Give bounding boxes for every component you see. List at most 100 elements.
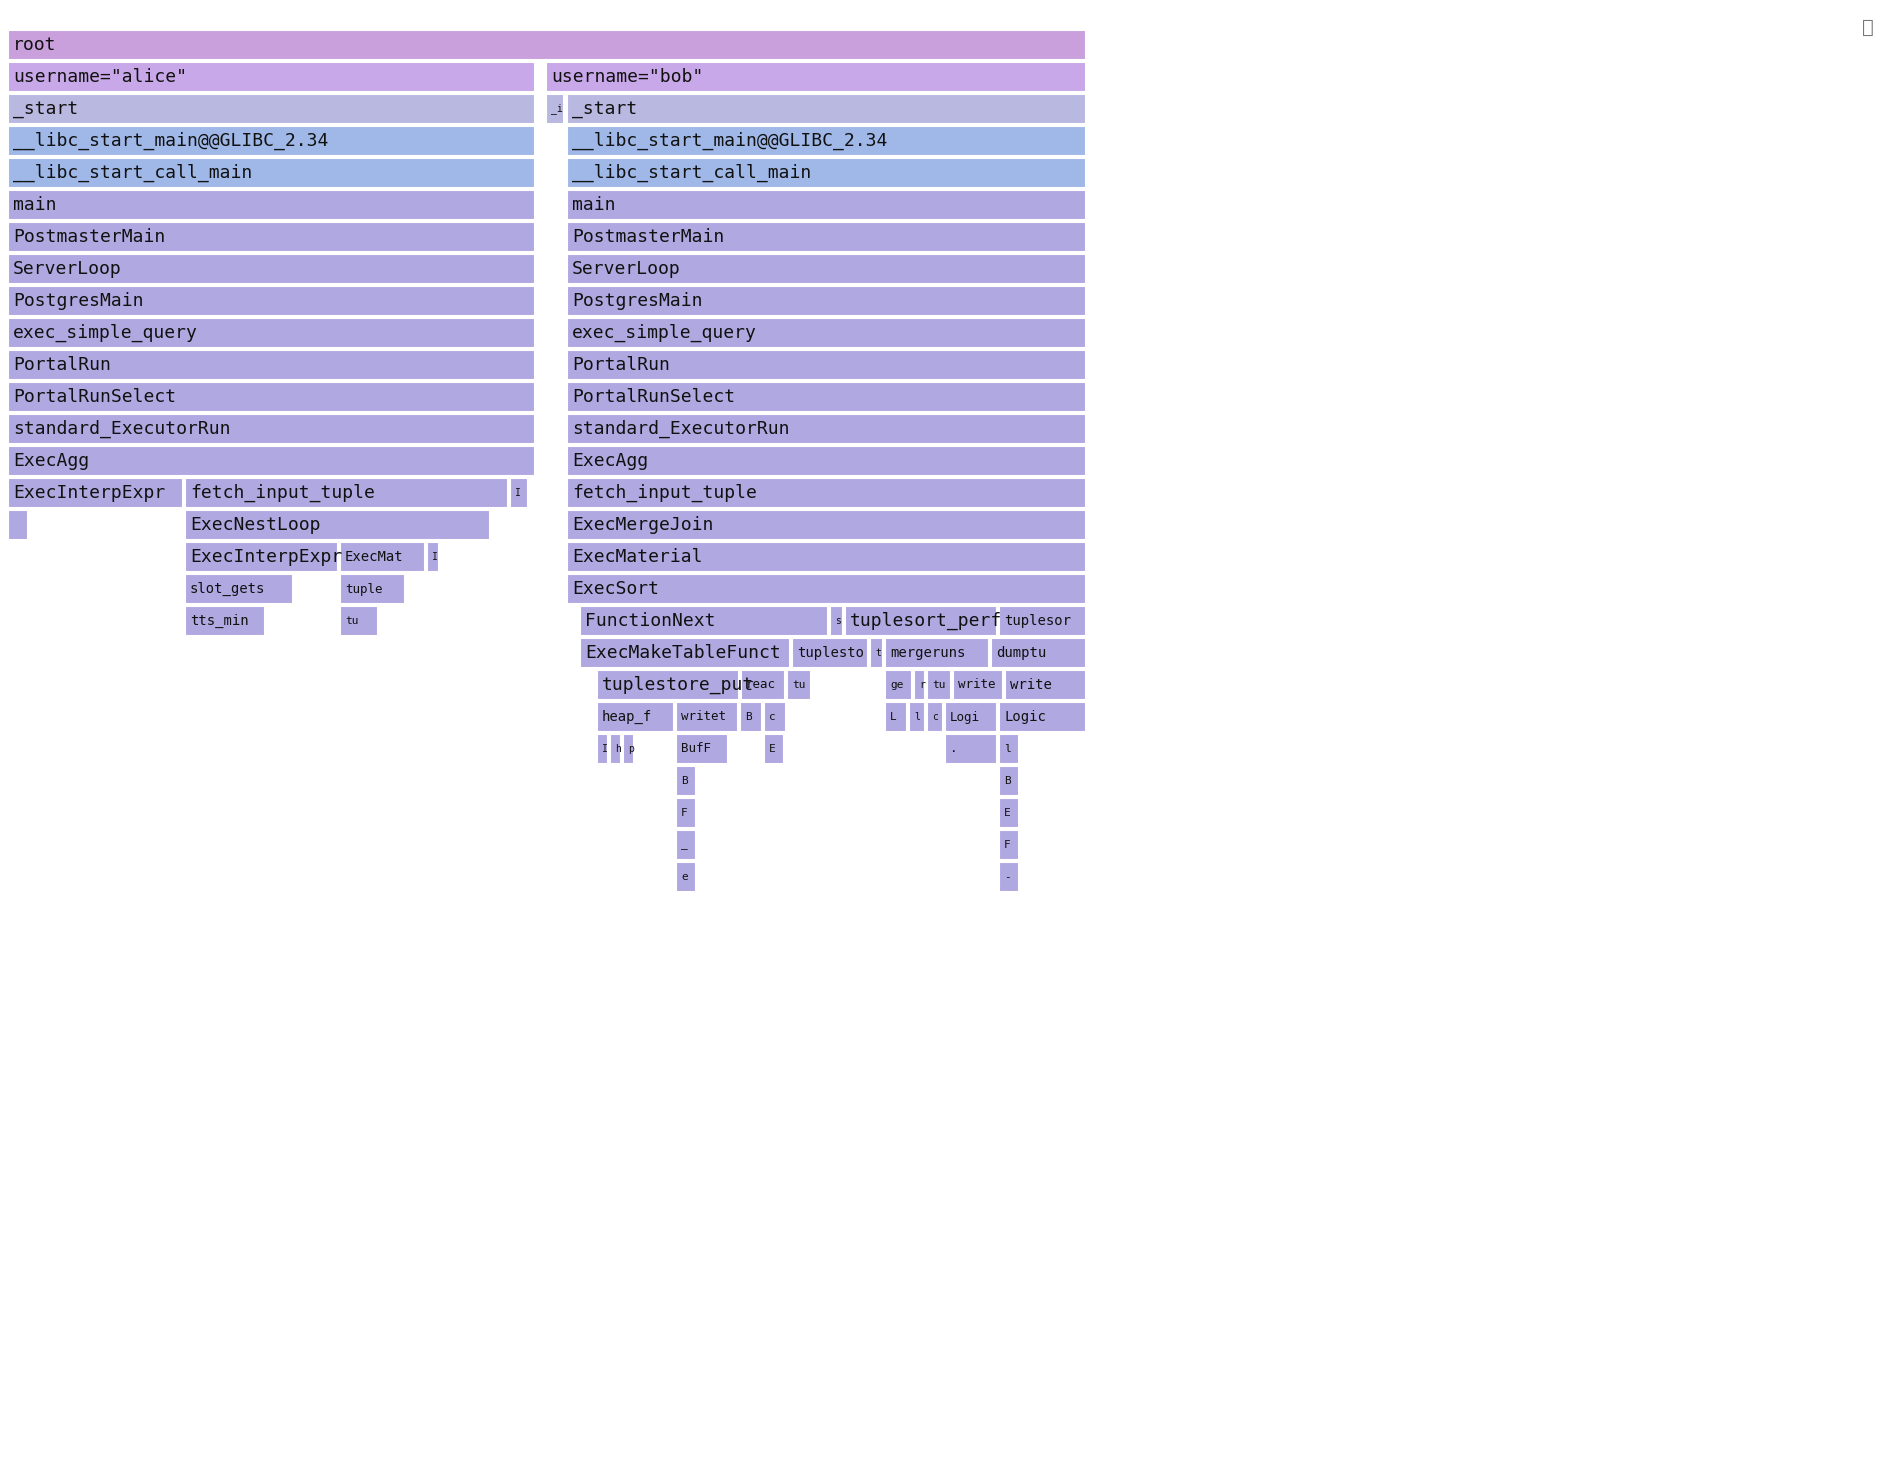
Text: tuplesto: tuplesto [797, 646, 864, 661]
FancyBboxPatch shape [884, 702, 907, 733]
FancyBboxPatch shape [566, 509, 1085, 540]
Text: r: r [919, 680, 924, 690]
FancyBboxPatch shape [8, 126, 534, 156]
Text: tuple: tuple [345, 583, 383, 596]
FancyBboxPatch shape [566, 382, 1085, 413]
Text: PostmasterMain: PostmasterMain [13, 228, 165, 247]
Text: username="bob": username="bob" [551, 68, 703, 87]
FancyBboxPatch shape [566, 542, 1085, 573]
Text: heap_f: heap_f [602, 711, 652, 724]
Text: c: c [932, 712, 938, 722]
Text: ExecInterpExpr: ExecInterpExpr [189, 548, 343, 567]
FancyBboxPatch shape [845, 606, 996, 636]
Text: mergeruns: mergeruns [890, 646, 966, 661]
FancyBboxPatch shape [998, 702, 1085, 733]
FancyBboxPatch shape [8, 159, 534, 188]
FancyBboxPatch shape [580, 639, 790, 668]
Text: ExecInterpExpr: ExecInterpExpr [13, 484, 165, 502]
FancyBboxPatch shape [945, 734, 996, 763]
FancyBboxPatch shape [186, 509, 491, 540]
Text: fetch_input_tuple: fetch_input_tuple [572, 484, 758, 502]
FancyBboxPatch shape [998, 606, 1085, 636]
FancyBboxPatch shape [884, 669, 913, 700]
FancyBboxPatch shape [509, 479, 528, 508]
FancyBboxPatch shape [8, 446, 534, 476]
Text: ExecMakeTableFunct: ExecMakeTableFunct [585, 644, 780, 662]
FancyBboxPatch shape [676, 734, 727, 763]
FancyBboxPatch shape [597, 734, 608, 763]
Text: s: s [835, 617, 841, 625]
Text: write: write [958, 678, 996, 691]
FancyBboxPatch shape [676, 766, 695, 796]
FancyBboxPatch shape [341, 606, 379, 636]
Text: .: . [951, 743, 958, 756]
FancyBboxPatch shape [426, 542, 439, 573]
FancyBboxPatch shape [8, 319, 534, 348]
Text: PortalRun: PortalRun [572, 357, 670, 374]
Text: username="alice": username="alice" [13, 68, 188, 87]
FancyBboxPatch shape [186, 479, 508, 508]
Text: reac: reac [746, 678, 777, 691]
Text: root: root [13, 37, 57, 54]
Text: F: F [682, 807, 688, 818]
Text: ExecMergeJoin: ExecMergeJoin [572, 515, 714, 534]
Text: tuplesort_perf: tuplesort_perf [850, 612, 1002, 630]
FancyBboxPatch shape [186, 606, 265, 636]
FancyBboxPatch shape [8, 29, 1085, 60]
FancyBboxPatch shape [8, 222, 534, 252]
Text: Logic: Logic [1004, 711, 1045, 724]
FancyBboxPatch shape [580, 606, 828, 636]
Text: main: main [572, 197, 616, 214]
FancyBboxPatch shape [676, 799, 695, 828]
Text: dumptu: dumptu [996, 646, 1045, 661]
Text: B: B [682, 777, 688, 785]
Text: Logi: Logi [951, 711, 979, 724]
Text: ExecNestLoop: ExecNestLoop [189, 515, 320, 534]
Text: _start: _start [13, 100, 78, 117]
FancyBboxPatch shape [998, 734, 1019, 763]
Text: tuplestore_put: tuplestore_put [602, 675, 754, 694]
Text: E: E [769, 744, 777, 755]
Text: slot_gets: slot_gets [189, 581, 265, 596]
Text: ExecAgg: ExecAgg [572, 452, 648, 470]
FancyBboxPatch shape [566, 349, 1085, 380]
Text: standard_ExecutorRun: standard_ExecutorRun [572, 420, 790, 437]
FancyBboxPatch shape [566, 254, 1085, 283]
FancyBboxPatch shape [610, 734, 621, 763]
FancyBboxPatch shape [8, 189, 534, 220]
Text: E: E [1004, 807, 1011, 818]
Text: c: c [769, 712, 777, 722]
Text: __libc_start_main@@GLIBC_2.34: __libc_start_main@@GLIBC_2.34 [13, 132, 328, 150]
FancyBboxPatch shape [566, 126, 1085, 156]
FancyBboxPatch shape [566, 94, 1085, 123]
FancyBboxPatch shape [998, 829, 1019, 860]
FancyBboxPatch shape [566, 446, 1085, 476]
Text: PostmasterMain: PostmasterMain [572, 228, 724, 247]
Text: _start: _start [572, 100, 636, 117]
Text: PostgresMain: PostgresMain [572, 292, 703, 310]
FancyBboxPatch shape [869, 639, 883, 668]
Text: e: e [682, 872, 688, 882]
Text: BufF: BufF [682, 743, 710, 756]
FancyBboxPatch shape [341, 574, 405, 603]
FancyBboxPatch shape [8, 414, 534, 443]
Text: I: I [515, 487, 521, 498]
FancyBboxPatch shape [792, 639, 867, 668]
Text: exec_simple_query: exec_simple_query [13, 324, 197, 342]
FancyBboxPatch shape [763, 734, 784, 763]
FancyBboxPatch shape [884, 639, 989, 668]
FancyBboxPatch shape [741, 702, 761, 733]
Text: __libc_start_call_main: __libc_start_call_main [572, 164, 811, 182]
Text: ge: ge [890, 680, 903, 690]
FancyBboxPatch shape [1006, 669, 1085, 700]
Text: fetch_input_tuple: fetch_input_tuple [189, 484, 375, 502]
FancyBboxPatch shape [566, 479, 1085, 508]
Text: ServerLoop: ServerLoop [572, 260, 680, 277]
FancyBboxPatch shape [926, 702, 943, 733]
FancyBboxPatch shape [186, 542, 337, 573]
Text: t: t [875, 647, 881, 658]
FancyBboxPatch shape [566, 189, 1085, 220]
FancyBboxPatch shape [8, 62, 534, 92]
FancyBboxPatch shape [953, 669, 1004, 700]
Text: _i: _i [551, 104, 563, 115]
